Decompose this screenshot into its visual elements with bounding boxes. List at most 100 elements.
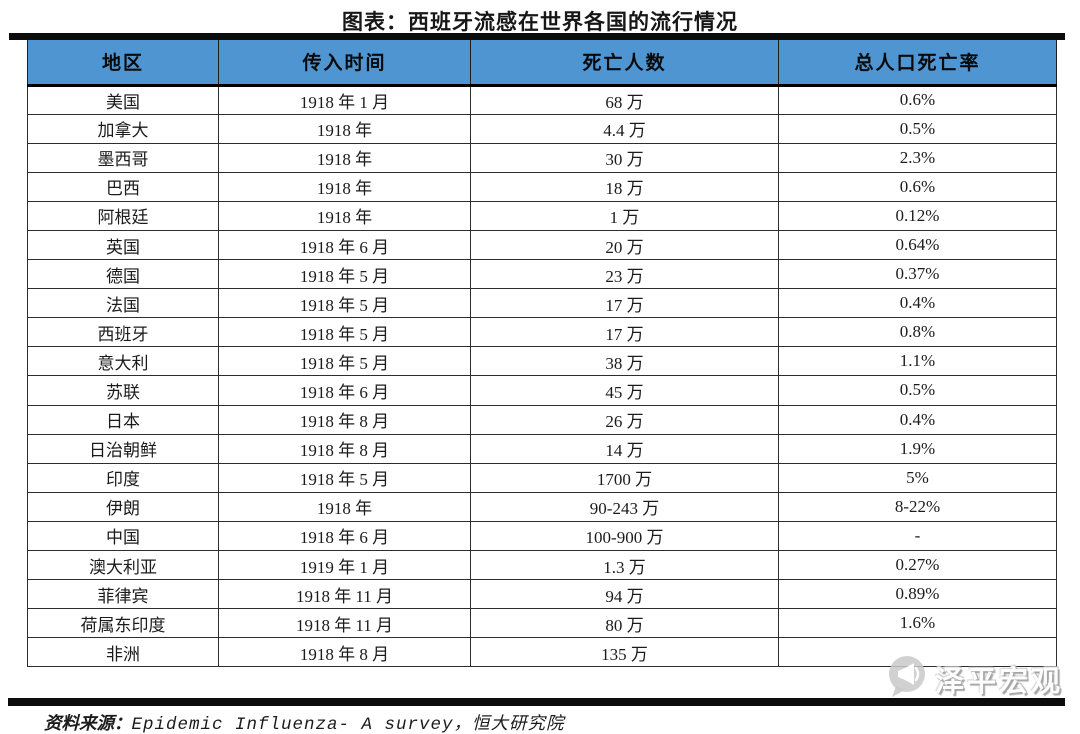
region-cell: 非洲 [27,637,219,668]
intro-time-cell: 1918 年 8 月 [218,433,471,464]
intro-time-cell: 1918 年 11 月 [218,608,471,639]
region-cell: 墨西哥 [27,142,219,173]
region-cell: 西班牙 [27,317,219,348]
death-rate-cell: 0.6% [778,171,1057,202]
deaths-cell: 26 万 [470,404,779,435]
column-header-deaths: 死亡人数 [470,40,779,87]
region-cell: 阿根廷 [27,200,219,231]
death-rate-cell: 1.1% [778,346,1057,377]
death-rate-cell: 0.12% [778,200,1057,231]
death-rate-cell: 1.9% [778,433,1057,464]
deaths-cell: 18 万 [470,171,779,202]
deaths-cell: 135 万 [470,637,779,668]
region-cell: 中国 [27,520,219,552]
table-row: 美国 1918 年 1 月 68 万 0.6% [27,84,1057,115]
deaths-cell: 68 万 [470,84,779,115]
top-divider-rule [9,33,1065,40]
flu-table: 地区 传入时间 死亡人数 总人口死亡率 美国 1918 年 1 月 68 万 0… [27,40,1057,668]
table-row: 澳大利亚 1919 年 1 月 1.3 万 0.27% [27,549,1057,581]
deaths-cell: 4.4 万 [470,113,779,144]
table-row: 日治朝鲜 1918 年 8 月 14 万 1.9% [27,433,1057,464]
intro-time-cell: 1918 年 1 月 [218,84,471,115]
intro-time-cell: 1918 年 5 月 [218,288,471,319]
region-cell: 印度 [27,462,219,493]
deaths-cell: 17 万 [470,288,779,319]
column-header-intro-time: 传入时间 [218,40,471,87]
deaths-cell: 1700 万 [470,462,779,493]
intro-time-cell: 1918 年 8 月 [218,637,471,668]
table-row: 德国 1918 年 5 月 23 万 0.37% [27,259,1057,290]
region-cell: 法国 [27,288,219,319]
death-rate-cell: 0.89% [778,579,1057,610]
death-rate-cell: 5% [778,462,1057,493]
deaths-cell: 80 万 [470,608,779,639]
deaths-cell: 90-243 万 [470,491,779,522]
intro-time-cell: 1918 年 [218,171,471,202]
intro-time-cell: 1918 年 [218,200,471,231]
table-row: 意大利 1918 年 5 月 38 万 1.1% [27,346,1057,377]
table-body: 美国 1918 年 1 月 68 万 0.6% 加拿大 1918 年 4.4 万… [27,84,1057,668]
region-cell: 苏联 [27,375,219,406]
intro-time-cell: 1918 年 [218,491,471,522]
deaths-cell: 23 万 [470,259,779,290]
deaths-cell: 17 万 [470,317,779,348]
death-rate-cell: 0.37% [778,259,1057,290]
intro-time-cell: 1918 年 5 月 [218,462,471,493]
source-label: 资料来源： [44,713,132,733]
intro-time-cell: 1918 年 6 月 [218,375,471,406]
table-row: 墨西哥 1918 年 30 万 2.3% [27,142,1057,173]
death-rate-cell: 0.27% [778,549,1057,581]
death-rate-cell: 0.4% [778,404,1057,435]
intro-time-cell: 1918 年 6 月 [218,520,471,552]
region-cell: 荷属东印度 [27,608,219,639]
intro-time-cell: 1918 年 5 月 [218,259,471,290]
deaths-cell: 100-900 万 [470,520,779,552]
intro-time-cell: 1918 年 8 月 [218,404,471,435]
region-cell: 日治朝鲜 [27,433,219,464]
deaths-cell: 14 万 [470,433,779,464]
table-row: 英国 1918 年 6 月 20 万 0.64% [27,229,1057,261]
deaths-cell: 45 万 [470,375,779,406]
deaths-cell: 1 万 [470,200,779,231]
death-rate-cell: 0.6% [778,84,1057,115]
table-row: 印度 1918 年 5 月 1700 万 5% [27,462,1057,493]
table-row: 阿根廷 1918 年 1 万 0.12% [27,200,1057,231]
death-rate-cell: 0.8% [778,317,1057,348]
death-rate-cell: 0.4% [778,288,1057,319]
deaths-cell: 30 万 [470,142,779,173]
intro-time-cell: 1918 年 11 月 [218,579,471,610]
region-cell: 巴西 [27,171,219,202]
deaths-cell: 94 万 [470,579,779,610]
death-rate-cell: 0.64% [778,229,1057,261]
death-rate-cell: 0.5% [778,113,1057,144]
table-row: 日本 1918 年 8 月 26 万 0.4% [27,404,1057,435]
column-header-region: 地区 [27,40,219,87]
deaths-cell: 1.3 万 [470,549,779,581]
death-rate-cell: 0.5% [778,375,1057,406]
region-cell: 日本 [27,404,219,435]
deaths-cell: 38 万 [470,346,779,377]
region-cell: 菲律宾 [27,579,219,610]
region-cell: 澳大利亚 [27,549,219,581]
intro-time-cell: 1918 年 5 月 [218,346,471,377]
intro-time-cell: 1918 年 5 月 [218,317,471,348]
table-row: 西班牙 1918 年 5 月 17 万 0.8% [27,317,1057,348]
table-row: 非洲 1918 年 8 月 135 万 [27,637,1057,668]
death-rate-cell [778,637,1057,668]
region-cell: 意大利 [27,346,219,377]
region-cell: 德国 [27,259,219,290]
intro-time-cell: 1918 年 [218,142,471,173]
region-cell: 英国 [27,229,219,261]
flu-table-wrap: 地区 传入时间 死亡人数 总人口死亡率 美国 1918 年 1 月 68 万 0… [27,40,1057,668]
region-cell: 美国 [27,84,219,115]
table-row: 中国 1918 年 6 月 100-900 万 - [27,520,1057,552]
region-cell: 加拿大 [27,113,219,144]
table-row: 法国 1918 年 5 月 17 万 0.4% [27,288,1057,319]
death-rate-cell: 2.3% [778,142,1057,173]
death-rate-cell: 1.6% [778,608,1057,639]
chart-title: 图表：西班牙流感在世界各国的流行情况 [342,10,738,34]
deaths-cell: 20 万 [470,229,779,261]
source-text: Epidemic Influenza- A survey，恒大研究院 [131,715,565,734]
source-line: 资料来源：Epidemic Influenza- A survey，恒大研究院 [44,710,565,734]
